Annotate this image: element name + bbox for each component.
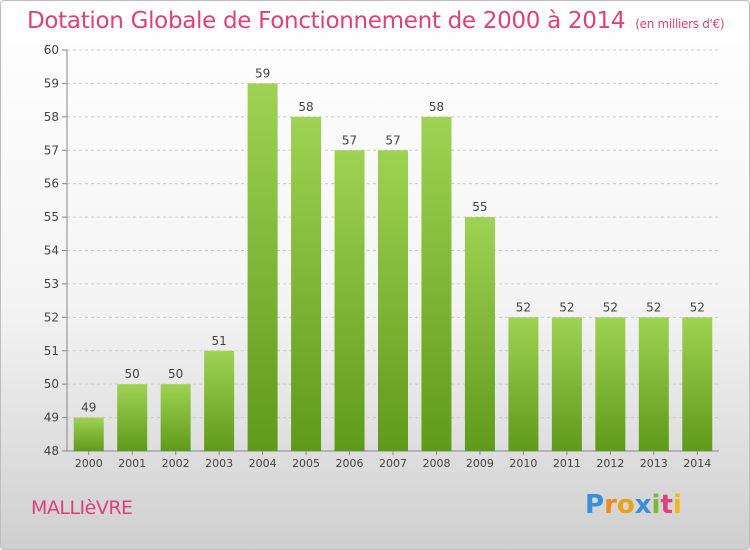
data-label: 59: [255, 66, 270, 80]
x-tick-label: 2003: [205, 457, 233, 470]
x-tick-label: 2005: [292, 457, 320, 470]
data-label: 49: [81, 401, 96, 415]
title-text: Dotation Globale de Fonctionnement de 20…: [27, 8, 626, 34]
data-label: 57: [342, 133, 357, 147]
data-label: 50: [125, 367, 140, 381]
data-label: 58: [429, 100, 444, 114]
x-tick-label: 2004: [249, 457, 277, 470]
bar: [291, 116, 322, 451]
y-tick-label: 57: [44, 143, 59, 157]
data-label: 51: [211, 334, 226, 348]
bar: [334, 150, 365, 451]
bar: [247, 83, 278, 452]
bar: [682, 317, 713, 451]
unit-label: (en milliers d'€): [635, 17, 725, 31]
bar: [508, 317, 539, 451]
x-tick-label: 2000: [75, 457, 103, 470]
y-tick-label: 51: [44, 344, 59, 358]
x-tick-label: 2002: [162, 457, 190, 470]
x-tick-label: 2012: [596, 457, 624, 470]
chart-title: Dotation Globale de Fonctionnement de 20…: [27, 8, 725, 34]
bar: [464, 217, 495, 451]
data-label: 52: [646, 300, 661, 314]
x-tick-label: 2008: [422, 457, 450, 470]
y-tick-label: 56: [44, 177, 59, 191]
data-label: 57: [385, 133, 400, 147]
x-tick-label: 2001: [118, 457, 146, 470]
bar: [595, 317, 626, 451]
logo-letter: P: [585, 490, 605, 520]
y-tick-label: 58: [44, 110, 59, 124]
x-tick-label: 2011: [553, 457, 581, 470]
town-name: MALLIèVRE: [31, 497, 133, 519]
data-label: 58: [298, 100, 313, 114]
x-tick-label: 2014: [683, 457, 711, 470]
y-tick-label: 49: [44, 411, 59, 425]
y-tick-label: 53: [44, 277, 59, 291]
bar: [204, 350, 235, 451]
x-tick-label: 2013: [640, 457, 668, 470]
bar: [117, 384, 148, 451]
bar: [638, 317, 669, 451]
logo-letter: t: [660, 490, 673, 520]
proxiti-logo: Proxiti: [585, 490, 682, 520]
logo-letter: i: [672, 490, 682, 520]
data-label: 52: [559, 300, 574, 314]
logo-letter: x: [634, 490, 652, 520]
y-tick-label: 54: [44, 244, 59, 258]
y-tick-label: 50: [44, 377, 59, 391]
y-tick-label: 59: [44, 76, 59, 90]
logo-letter: r: [604, 490, 617, 520]
logo-letter: i: [651, 490, 661, 520]
y-tick-label: 55: [44, 210, 59, 224]
bar: [160, 384, 191, 451]
data-label: 50: [168, 367, 183, 381]
data-label: 55: [472, 200, 487, 214]
bar: [421, 116, 452, 451]
data-label: 52: [603, 300, 618, 314]
x-tick-label: 2006: [336, 457, 364, 470]
bar: [73, 417, 104, 451]
x-tick-label: 2010: [509, 457, 537, 470]
logo-letter: o: [616, 490, 635, 520]
x-tick-label: 2009: [466, 457, 494, 470]
data-label: 52: [516, 300, 531, 314]
x-tick-label: 2007: [379, 457, 407, 470]
data-label: 52: [690, 300, 705, 314]
y-tick-label: 48: [44, 444, 59, 458]
y-tick-label: 60: [44, 43, 59, 57]
y-tick-label: 52: [44, 310, 59, 324]
bar: [551, 317, 582, 451]
bar: [378, 150, 408, 451]
